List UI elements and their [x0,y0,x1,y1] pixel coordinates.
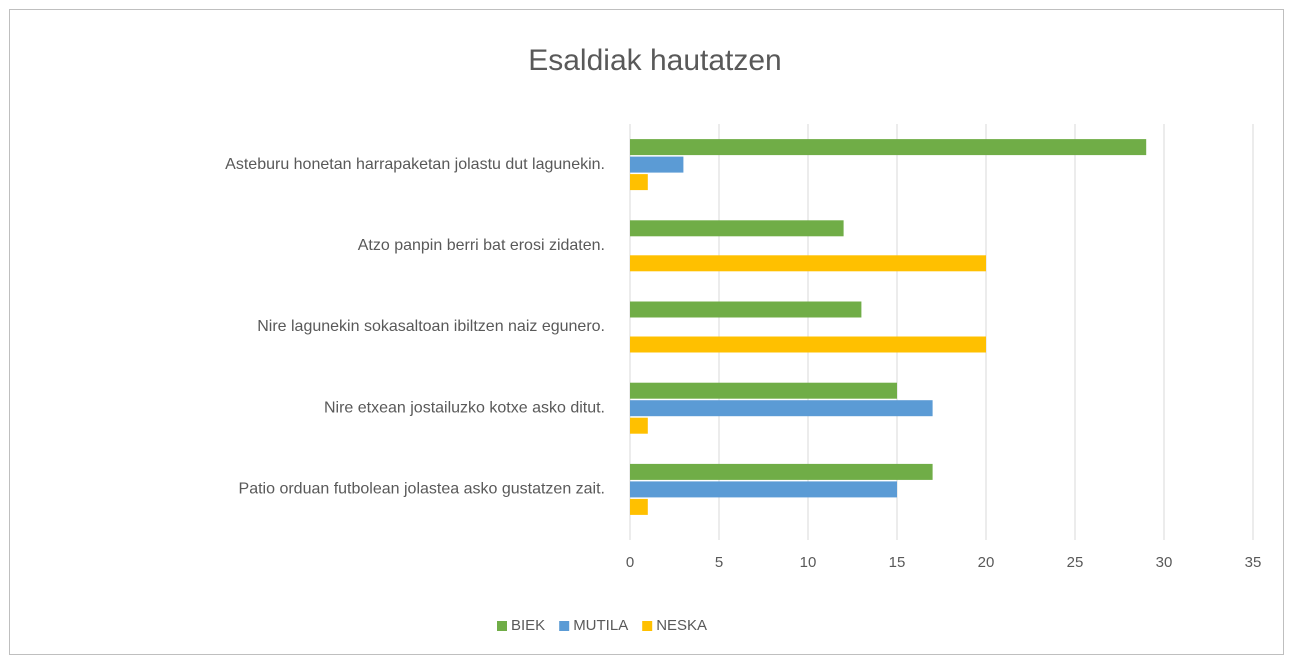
x-tick-label: 5 [715,554,723,571]
bar [630,156,684,173]
x-tick-label: 10 [800,554,817,571]
legend-label: NESKA [656,617,707,634]
legend-swatch [559,621,570,631]
category-label: Asteburu honetan harrapaketan jolastu du… [225,156,605,173]
chart-border [9,9,1284,655]
category-label: Nire etxean jostailuzko kotxe asko ditut… [324,399,605,416]
x-tick-label: 35 [1245,554,1262,571]
bar [630,139,1147,156]
x-tick-label: 30 [1156,554,1173,571]
bar [630,498,648,515]
bar [630,400,933,417]
bar [630,481,897,498]
bar [630,382,897,399]
category-label: Atzo panpin berri bat erosi zidaten. [358,237,605,254]
bar [630,301,862,318]
x-tick-label: 25 [1067,554,1084,571]
legend-swatch [497,621,507,631]
bar [630,336,986,353]
legend-label: BIEK [511,617,545,634]
chart-title: Esaldiak hautatzen [528,44,782,77]
category-label: Nire lagunekin sokasaltoan ibiltzen naiz… [257,318,605,335]
bar [630,255,986,272]
legend-swatch [642,621,653,631]
bar [630,417,648,434]
x-tick-label: 15 [889,554,906,571]
x-tick-label: 20 [978,554,995,571]
bar [630,220,844,237]
bar [630,463,933,480]
bar [630,174,648,191]
category-label: Patio orduan futbolean jolastea asko gus… [239,481,605,498]
x-tick-label: 0 [626,554,634,571]
legend-label: MUTILA [573,617,628,634]
